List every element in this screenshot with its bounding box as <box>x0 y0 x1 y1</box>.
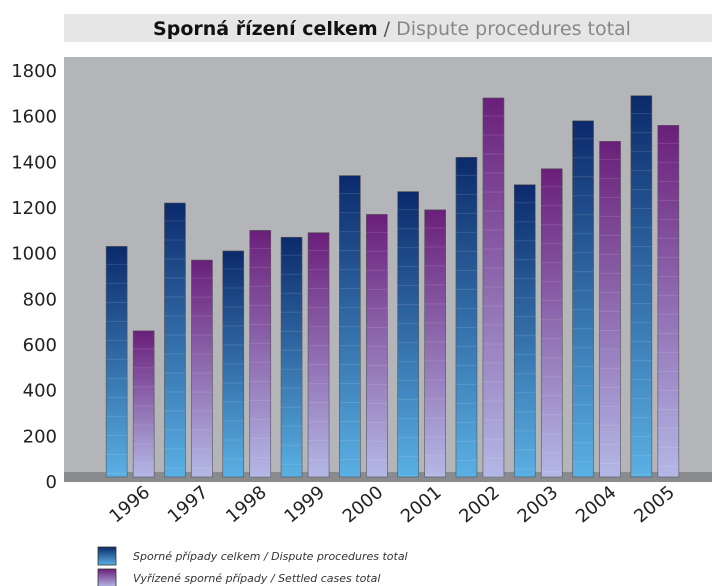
x-tick-label: 1997 <box>164 482 213 528</box>
bar <box>455 157 478 478</box>
bar <box>105 246 128 478</box>
x-tick-label: 1996 <box>106 482 155 528</box>
x-tick-label: 2005 <box>630 482 679 528</box>
x-tick-label: 2004 <box>572 482 621 528</box>
bar <box>482 97 505 478</box>
bar <box>630 95 653 478</box>
x-tick-label: 2003 <box>514 482 563 528</box>
x-tick-label: 2001 <box>397 482 446 528</box>
bar <box>513 184 536 478</box>
y-tick-label: 600 <box>23 335 57 356</box>
title-en: Dispute procedures total <box>396 18 631 40</box>
bar <box>599 141 621 478</box>
bar <box>307 232 330 478</box>
title-sep: / <box>384 18 391 40</box>
y-tick-label: 1600 <box>11 107 57 128</box>
legend-swatch <box>97 568 117 586</box>
y-tick-label: 200 <box>23 426 57 447</box>
bar <box>191 259 213 478</box>
y-tick-label: 1200 <box>11 198 57 219</box>
y-tick-label: 800 <box>23 289 57 310</box>
bar <box>366 214 388 478</box>
legend-label: Sporné případy celkem / Dispute procedur… <box>133 550 408 563</box>
legend-swatch <box>97 546 117 566</box>
bar <box>540 168 563 478</box>
bar <box>164 202 186 478</box>
bar <box>280 236 303 478</box>
y-tick-label: 0 <box>46 472 57 493</box>
chart-title: Sporná řízení celkem / Dispute procedures … <box>153 18 631 40</box>
x-tick-label: 2002 <box>455 482 504 528</box>
title-main: Sporná řízení celkem <box>153 18 378 40</box>
bar <box>222 250 245 478</box>
bar <box>339 175 361 478</box>
y-tick-label: 400 <box>23 381 57 402</box>
bar <box>572 120 594 478</box>
x-tick-label: 2000 <box>339 482 388 528</box>
bar <box>657 125 680 478</box>
bar <box>424 209 446 478</box>
x-tick-label: 1999 <box>280 482 329 528</box>
x-tick-label: 1998 <box>222 482 271 528</box>
bar <box>132 330 155 478</box>
bar <box>249 230 272 478</box>
y-tick-label: 1400 <box>11 152 57 173</box>
legend-label: Vyřízené sporné případy / Settled cases … <box>133 572 380 585</box>
title-bar <box>64 14 712 42</box>
y-tick-label: 1800 <box>11 61 57 82</box>
floor <box>64 472 712 482</box>
y-tick-label: 1000 <box>11 244 57 265</box>
bar <box>397 191 419 478</box>
